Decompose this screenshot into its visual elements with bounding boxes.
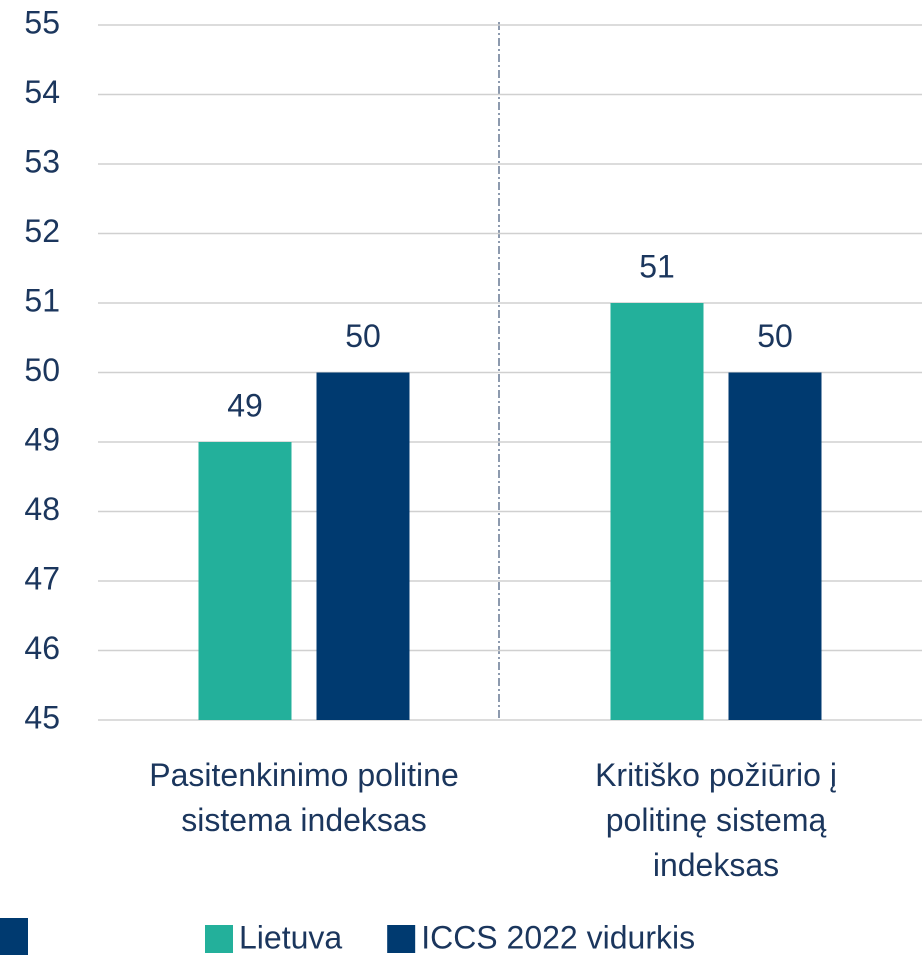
y-tick-label: 53 bbox=[24, 143, 60, 179]
y-tick-label: 47 bbox=[24, 560, 60, 596]
legend-swatch bbox=[387, 925, 416, 953]
bar bbox=[198, 442, 292, 720]
data-label: 51 bbox=[639, 248, 675, 284]
y-tick-label: 49 bbox=[24, 421, 60, 457]
y-tick-label: 50 bbox=[24, 352, 60, 388]
legend-label: ICCS 2022 vidurkis bbox=[421, 919, 695, 955]
bar bbox=[316, 372, 410, 720]
y-tick-label: 51 bbox=[24, 282, 60, 318]
corner-decoration bbox=[0, 918, 28, 955]
bar bbox=[610, 303, 704, 720]
bar bbox=[728, 372, 822, 720]
legend-label: Lietuva bbox=[239, 919, 342, 955]
y-tick-label: 46 bbox=[24, 630, 60, 666]
y-tick-label: 52 bbox=[24, 213, 60, 249]
data-label: 50 bbox=[345, 318, 381, 354]
y-tick-label: 55 bbox=[24, 4, 60, 40]
x-tick-label: Pasitenkinimo politine sistema indeksas bbox=[149, 757, 459, 838]
x-tick-label: Kritiško požiūrio į politinę sistemą ind… bbox=[595, 757, 837, 883]
y-tick-label: 48 bbox=[24, 491, 60, 527]
y-tick-label: 45 bbox=[24, 699, 60, 735]
y-tick-label: 54 bbox=[24, 74, 60, 110]
data-label: 49 bbox=[227, 387, 263, 423]
data-label: 50 bbox=[757, 318, 793, 354]
legend-swatch bbox=[205, 925, 233, 953]
